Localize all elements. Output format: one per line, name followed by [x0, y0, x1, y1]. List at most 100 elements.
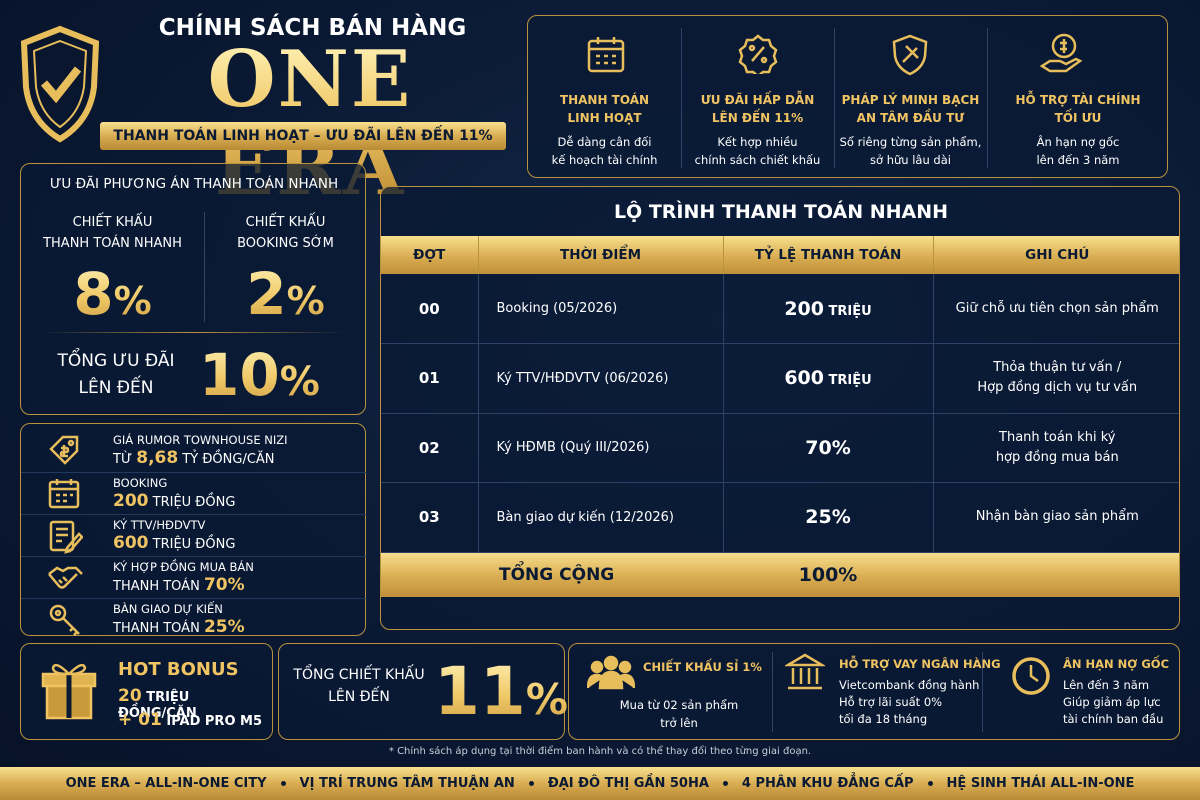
feature-desc: Kết hợp nhiều chính sách chiết khấu	[681, 133, 834, 169]
rate: 600 TRIỆU	[723, 343, 934, 414]
total-value: 100%	[798, 563, 858, 586]
summary-label: BOOKING	[113, 476, 168, 490]
unit: %	[286, 279, 325, 323]
note: Thanh toán khi ký hợp đồng mua bán	[933, 413, 1179, 483]
total-row: TỔNG CỘNG 100%	[381, 552, 1179, 597]
feature-title: THANH TOÁN LINH HOẠT	[528, 91, 681, 127]
text: THANH TOÁN	[113, 621, 200, 636]
table-box: LỘ TRÌNH THANH TOÁN NHANH ĐỢT THỜI ĐIỂM TỶ…	[380, 186, 1180, 630]
footer: ONE ERA – ALL-IN-ONE CITY VỊ TRÍ TRUNG TÂ…	[0, 767, 1200, 800]
table-title: LỘ TRÌNH THANH TOÁN NHANH	[613, 201, 949, 223]
highlight: 25%	[203, 617, 245, 637]
summary-value: 200 TRIỆU ĐỒNG	[113, 491, 235, 511]
text: LÊN ĐẾN	[328, 689, 390, 705]
rate-unit: TRIỆU	[828, 373, 872, 389]
summary-label: KÝ HỢP ĐỒNG MUA BÁN	[113, 560, 254, 574]
summary-icon	[49, 435, 79, 465]
bonus-line: 20 TRIỆU ĐỒNG/CĂN	[118, 686, 272, 721]
value: 2%	[204, 259, 367, 344]
footer-item: HỆ SINH THÁI ALL-IN-ONE	[946, 776, 1135, 791]
summary-value: THANH TOÁN 25%	[113, 617, 245, 637]
rate-value: 25%	[805, 506, 851, 529]
feature-desc: Ân hạn nợ gốc lên đến 3 năm	[987, 133, 1169, 169]
text: TRIỆU ĐỒNG	[152, 537, 236, 552]
summary-item: BOOKING 200 TRIỆU ĐỒNG	[21, 472, 367, 514]
label: CHIẾT KHẤU THANH TOÁN NHANH	[21, 212, 204, 254]
summary-value: TỪ 8,68 TỶ ĐỒNG/CĂN	[113, 448, 275, 468]
phase: 01	[381, 343, 479, 414]
note: Giữ chỗ ưu tiên chọn sản phẩm	[933, 274, 1179, 344]
text: Sổ riêng từng sản phẩm,	[839, 135, 982, 149]
text: THANH TOÁN	[559, 93, 650, 107]
perk-title: ÂN HẠN NỢ GỐC	[1063, 657, 1170, 671]
rate: 200 TRIỆU	[723, 274, 934, 344]
text: LÊN ĐẾN	[78, 378, 154, 398]
text: tài chính ban đầu	[1063, 712, 1164, 726]
feature-desc: Dễ dàng cân đối kế hoạch tài chính	[528, 133, 681, 169]
text: kế hoạch tài chính	[551, 153, 658, 167]
bonus-line: + 01 IPAD PRO M5	[118, 710, 262, 730]
shield-icon	[20, 25, 100, 143]
summary-item: BÀN GIAO DỰ KIẾN THANH TOÁN 25%	[21, 598, 367, 640]
text: Kết hợp nhiều	[717, 135, 798, 149]
text: IPAD PRO M5	[166, 714, 263, 729]
highlight: 8,68	[136, 448, 179, 468]
footer-item: ĐẠI ĐÔ THỊ GẦN 50HA	[547, 776, 709, 791]
quick-discount-box: ƯU ĐÃI PHƯƠNG ÁN THANH TOÁN NHANH CHIẾT …	[20, 163, 366, 415]
feature-title: HỖ TRỢ TÀI CHÍNH TỐI ƯU	[987, 91, 1169, 127]
rate-value: 200	[784, 297, 824, 320]
summary-icon	[48, 566, 83, 589]
tagline: THANH TOÁN LINH HOẠT – ƯU ĐÃI LÊN ĐẾN 11…	[100, 122, 506, 150]
summary-label: KÝ TTV/HĐDVTV	[113, 518, 206, 532]
number: 8	[73, 260, 114, 328]
perk-desc: Lên đến 3 năm Giúp giảm áp lực tài chính b…	[1063, 677, 1163, 728]
text: Giúp giảm áp lực	[1063, 695, 1161, 709]
separator	[927, 781, 933, 786]
text: tối đa 18 tháng	[839, 712, 928, 726]
feature-title: PHÁP LÝ MINH BẠCH AN TÂM ĐẦU TƯ	[834, 91, 987, 127]
highlight: 70%	[203, 575, 245, 595]
unit: %	[113, 279, 152, 323]
perk-title: CHIẾT KHẤU SỈ 1%	[643, 660, 762, 674]
label: TỔNG CHIẾT KHẤU LÊN ĐẾN	[284, 664, 434, 708]
phase: 02	[381, 413, 479, 483]
header-row: ĐỢT THỜI ĐIỂM TỶ LỆ THANH TOÁN GHI CHÚ	[381, 236, 1179, 274]
summary-icon	[49, 520, 83, 554]
highlight: 200	[113, 491, 149, 511]
text: THANH TOÁN	[113, 579, 200, 594]
feature-desc: Sổ riêng từng sản phẩm, sở hữu lâu dài	[834, 133, 987, 169]
text: TRIỆU ĐỒNG/CĂN	[118, 690, 197, 721]
summary-label: GIÁ RUMOR TOWNHOUSE NIZI	[113, 433, 288, 447]
calendar-icon	[587, 37, 625, 73]
clock-icon	[1012, 657, 1050, 695]
number: 2	[246, 260, 287, 328]
separator	[528, 781, 534, 786]
note: Nhận bàn giao sản phẩm	[933, 482, 1179, 553]
table: ĐỢT THỜI ĐIỂM TỶ LỆ THANH TOÁN GHI CHÚ 00 Boo…	[381, 236, 1179, 597]
perk-title: HỖ TRỢ VAY NGÂN HÀNG	[839, 657, 1001, 671]
header-cell: TỶ LỆ THANH TOÁN	[723, 236, 934, 274]
text: chính sách chiết khấu	[694, 153, 821, 167]
text: TỶ ĐỒNG/CĂN	[182, 452, 275, 467]
text: Mua từ 02 sản phẩm	[619, 698, 739, 712]
bonus-title: HOT BONUS	[118, 659, 239, 680]
unit: %	[525, 675, 568, 724]
value: 8%	[21, 259, 204, 344]
text: Thỏa thuận tư vấn /	[993, 360, 1122, 376]
feature-title: ƯU ĐÃI HẤP DẪN LÊN ĐẾN 11%	[681, 91, 834, 127]
perks-box: CHIẾT KHẤU SỈ 1% Mua từ 02 sản phẩm trở l…	[568, 643, 1180, 740]
time: Ký HĐMB (Quý III/2026)	[478, 413, 724, 483]
percent-icon	[738, 34, 778, 74]
header-cell: THỜI ĐIỂM	[478, 236, 724, 274]
text: TỐI ƯU	[1054, 111, 1102, 125]
header-cell: ĐỢT	[381, 236, 479, 274]
header-cell: GHI CHÚ	[1025, 247, 1090, 263]
footer-item: ONE ERA – ALL-IN-ONE CITY	[65, 776, 267, 791]
footnote: * Chính sách áp dụng tại thời điểm ban h…	[388, 746, 812, 757]
unit: %	[279, 359, 320, 405]
text: TỔNG CHIẾT KHẤU	[293, 667, 425, 683]
separator	[722, 781, 728, 786]
time: Bàn giao dự kiến (12/2026)	[478, 482, 724, 553]
summary-item: KÝ HỢP ĐỒNG MUA BÁN THANH TOÁN 70%	[21, 556, 367, 598]
